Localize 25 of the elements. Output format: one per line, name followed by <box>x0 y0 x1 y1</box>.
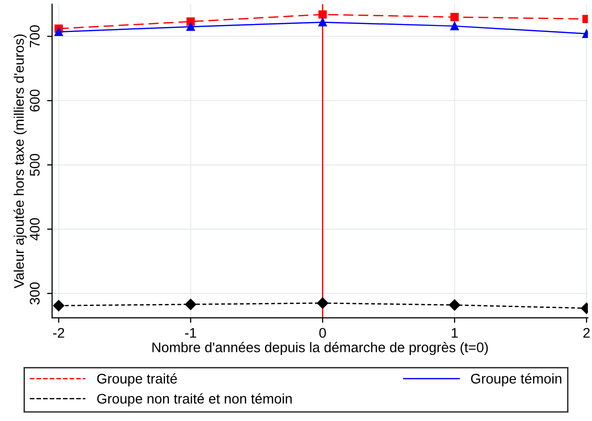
point <box>54 28 63 36</box>
y-tick-label: 600 <box>30 90 40 112</box>
x-tick-label: 2 <box>583 328 590 338</box>
y-tick-label: 400 <box>30 218 40 240</box>
point <box>318 18 327 26</box>
legend-label: Groupe témoin <box>471 373 562 386</box>
x-tick-label: -2 <box>53 328 64 338</box>
x-tick-label: 1 <box>452 328 458 338</box>
point <box>448 299 460 311</box>
x-axis-title: Nombre d'années depuis la démarche de progrès (t=0) <box>152 342 488 356</box>
y-tick-label: 700 <box>30 25 40 48</box>
legend-label: Groupe non traité et non témoin <box>97 393 292 406</box>
point <box>450 22 459 30</box>
point <box>450 12 459 22</box>
legend-label: Groupe traité <box>97 373 177 386</box>
x-tick-label: -1 <box>185 328 196 338</box>
y-tick-label: 500 <box>30 154 40 176</box>
x-tick-label: 0 <box>319 328 326 338</box>
point <box>186 22 195 31</box>
point <box>317 297 328 309</box>
point <box>53 300 64 312</box>
y-tick-label: 300 <box>30 282 40 304</box>
point <box>318 10 327 19</box>
point <box>185 298 196 310</box>
y-axis-title: Valeur ajoutée hors taxe (milliers d'euros) <box>14 34 27 288</box>
